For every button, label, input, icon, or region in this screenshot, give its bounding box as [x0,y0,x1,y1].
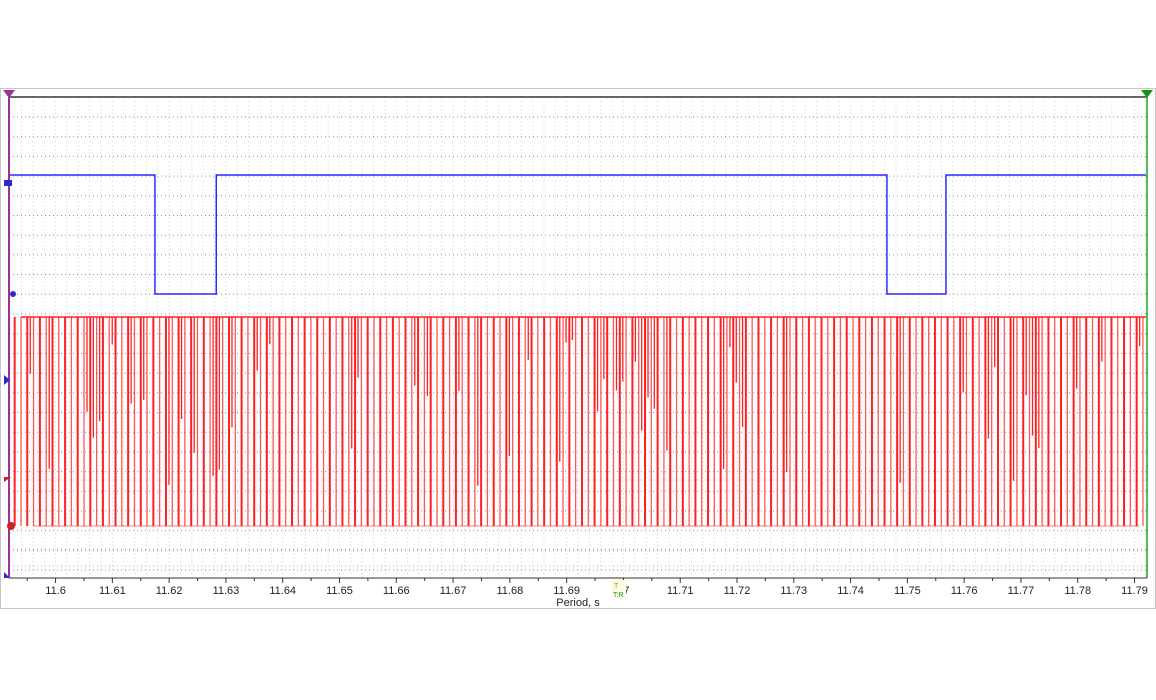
x-tick-label: 11.69 [553,585,580,597]
blue-channel-marker-icon[interactable] [4,180,12,186]
x-tick-label: 11.77 [1008,585,1035,597]
x-axis-title: Period, s [556,597,600,609]
red-channel-zero-marker-icon[interactable] [7,522,15,530]
left-cursor-handle-icon[interactable] [3,90,15,98]
x-tick-label: 11.63 [213,585,240,597]
x-tick-label: 11.64 [269,585,296,597]
blue-channel [9,174,1147,295]
x-tick-label: 11.75 [894,585,921,597]
x-tick-label: 11.76 [951,585,978,597]
x-tick-label: 11.79 [1121,585,1148,597]
x-tick-label: 11.71 [667,585,694,597]
x-tick-label: 11.73 [780,585,807,597]
right-cursor-handle-icon[interactable] [1141,90,1153,98]
x-tick-label: 11.66 [383,585,410,597]
blue-square-wave [9,174,1147,295]
blue-trigger-marker-icon[interactable] [4,375,10,385]
trigger-rearm-label: T:R [613,592,624,599]
trigger-label: T [614,583,619,590]
x-tick-label: 11.65 [326,585,353,597]
x-axis-ticks: 11.6 11.61 11.62 11.63 11.64 11.65 11.66 11.67 1… [26,578,1148,597]
x-tick-label: 11.62 [156,585,183,597]
blue-channel-zero-marker-icon[interactable] [10,291,16,297]
x-tick-label: 7 [623,585,629,597]
x-tick-label: 11.61 [99,585,126,597]
x-tick-label: 11.74 [837,585,864,597]
trigger-marker-icon[interactable]: T T:R [612,580,626,599]
x-tick-label: 11.78 [1064,585,1091,597]
x-tick-label: 11.6 [45,585,66,597]
x-tick-label: 11.67 [440,585,467,597]
axis-origin-marker-icon [4,572,10,578]
red-channel [13,316,1147,527]
red-channel-marker-icon[interactable] [4,477,11,482]
x-tick-label: 11.68 [496,585,523,597]
x-tick-label: 11.72 [724,585,751,597]
